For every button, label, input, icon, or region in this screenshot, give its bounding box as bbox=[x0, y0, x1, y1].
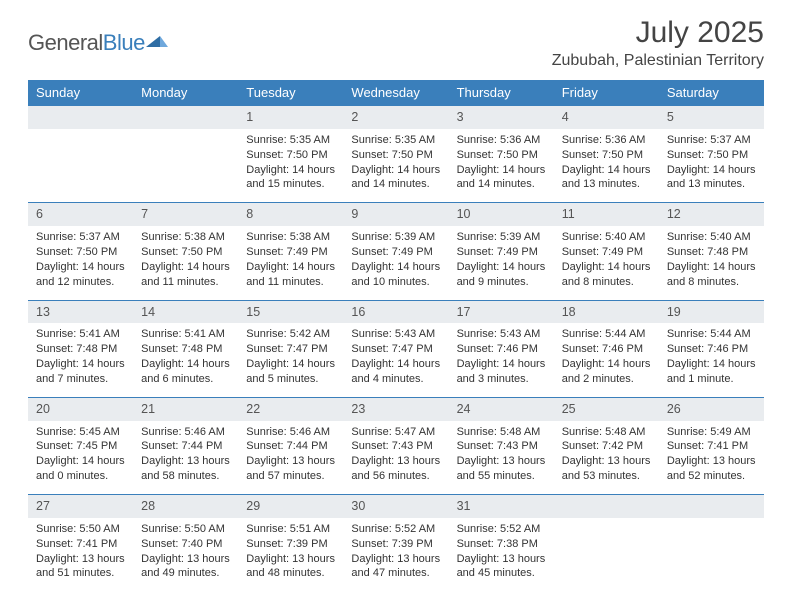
day-details: Sunrise: 5:46 AM Sunset: 7:44 PM Dayligh… bbox=[133, 421, 238, 495]
daynum-row: 13141516171819 bbox=[28, 300, 764, 323]
day-number bbox=[133, 106, 238, 129]
day-details: Sunrise: 5:42 AM Sunset: 7:47 PM Dayligh… bbox=[238, 323, 343, 397]
day-details: Sunrise: 5:36 AM Sunset: 7:50 PM Dayligh… bbox=[449, 129, 554, 203]
logo-text: GeneralBlue bbox=[28, 30, 145, 56]
day-header: Friday bbox=[554, 80, 659, 106]
day-number: 23 bbox=[343, 397, 448, 420]
day-number: 5 bbox=[659, 106, 764, 129]
day-details: Sunrise: 5:45 AM Sunset: 7:45 PM Dayligh… bbox=[28, 421, 133, 495]
day-number: 19 bbox=[659, 300, 764, 323]
day-header: Wednesday bbox=[343, 80, 448, 106]
title-block: July 2025 Zububah, Palestinian Territory bbox=[552, 16, 764, 70]
detail-row: Sunrise: 5:41 AM Sunset: 7:48 PM Dayligh… bbox=[28, 323, 764, 397]
day-number: 11 bbox=[554, 203, 659, 226]
day-details: Sunrise: 5:38 AM Sunset: 7:49 PM Dayligh… bbox=[238, 226, 343, 300]
day-details: Sunrise: 5:35 AM Sunset: 7:50 PM Dayligh… bbox=[343, 129, 448, 203]
day-number: 21 bbox=[133, 397, 238, 420]
logo-part2: Blue bbox=[103, 30, 145, 55]
day-details: Sunrise: 5:38 AM Sunset: 7:50 PM Dayligh… bbox=[133, 226, 238, 300]
day-number: 7 bbox=[133, 203, 238, 226]
day-number bbox=[659, 495, 764, 518]
day-number: 13 bbox=[28, 300, 133, 323]
day-number: 24 bbox=[449, 397, 554, 420]
day-number: 6 bbox=[28, 203, 133, 226]
day-details: Sunrise: 5:40 AM Sunset: 7:48 PM Dayligh… bbox=[659, 226, 764, 300]
day-number: 26 bbox=[659, 397, 764, 420]
day-number bbox=[28, 106, 133, 129]
page-title: July 2025 bbox=[552, 16, 764, 50]
day-header: Saturday bbox=[659, 80, 764, 106]
day-details: Sunrise: 5:39 AM Sunset: 7:49 PM Dayligh… bbox=[449, 226, 554, 300]
day-number: 25 bbox=[554, 397, 659, 420]
daynum-row: 2728293031 bbox=[28, 495, 764, 518]
day-number: 4 bbox=[554, 106, 659, 129]
day-number: 30 bbox=[343, 495, 448, 518]
logo-part1: General bbox=[28, 30, 103, 55]
daynum-row: 20212223242526 bbox=[28, 397, 764, 420]
day-details: Sunrise: 5:41 AM Sunset: 7:48 PM Dayligh… bbox=[133, 323, 238, 397]
day-number: 31 bbox=[449, 495, 554, 518]
day-details: Sunrise: 5:43 AM Sunset: 7:47 PM Dayligh… bbox=[343, 323, 448, 397]
day-header-row: Sunday Monday Tuesday Wednesday Thursday… bbox=[28, 80, 764, 106]
day-details: Sunrise: 5:41 AM Sunset: 7:48 PM Dayligh… bbox=[28, 323, 133, 397]
logo-triangle-icon bbox=[146, 33, 168, 47]
day-number: 22 bbox=[238, 397, 343, 420]
day-details: Sunrise: 5:50 AM Sunset: 7:41 PM Dayligh… bbox=[28, 518, 133, 591]
calendar-table: Sunday Monday Tuesday Wednesday Thursday… bbox=[28, 80, 764, 591]
location-label: Zububah, Palestinian Territory bbox=[552, 52, 764, 70]
day-details: Sunrise: 5:36 AM Sunset: 7:50 PM Dayligh… bbox=[554, 129, 659, 203]
day-details: Sunrise: 5:48 AM Sunset: 7:43 PM Dayligh… bbox=[449, 421, 554, 495]
day-header: Monday bbox=[133, 80, 238, 106]
day-details: Sunrise: 5:40 AM Sunset: 7:49 PM Dayligh… bbox=[554, 226, 659, 300]
detail-row: Sunrise: 5:37 AM Sunset: 7:50 PM Dayligh… bbox=[28, 226, 764, 300]
day-number: 1 bbox=[238, 106, 343, 129]
day-details: Sunrise: 5:48 AM Sunset: 7:42 PM Dayligh… bbox=[554, 421, 659, 495]
day-number: 29 bbox=[238, 495, 343, 518]
day-number bbox=[554, 495, 659, 518]
day-details: Sunrise: 5:50 AM Sunset: 7:40 PM Dayligh… bbox=[133, 518, 238, 591]
day-number: 18 bbox=[554, 300, 659, 323]
daynum-row: 6789101112 bbox=[28, 203, 764, 226]
day-details: Sunrise: 5:52 AM Sunset: 7:39 PM Dayligh… bbox=[343, 518, 448, 591]
day-header: Tuesday bbox=[238, 80, 343, 106]
day-number: 10 bbox=[449, 203, 554, 226]
day-number: 27 bbox=[28, 495, 133, 518]
day-details: Sunrise: 5:46 AM Sunset: 7:44 PM Dayligh… bbox=[238, 421, 343, 495]
detail-row: Sunrise: 5:45 AM Sunset: 7:45 PM Dayligh… bbox=[28, 421, 764, 495]
day-details: Sunrise: 5:35 AM Sunset: 7:50 PM Dayligh… bbox=[238, 129, 343, 203]
day-details bbox=[659, 518, 764, 591]
day-details: Sunrise: 5:39 AM Sunset: 7:49 PM Dayligh… bbox=[343, 226, 448, 300]
day-details: Sunrise: 5:44 AM Sunset: 7:46 PM Dayligh… bbox=[554, 323, 659, 397]
calendar-page: GeneralBlue July 2025 Zububah, Palestini… bbox=[0, 0, 792, 607]
detail-row: Sunrise: 5:50 AM Sunset: 7:41 PM Dayligh… bbox=[28, 518, 764, 591]
day-number: 8 bbox=[238, 203, 343, 226]
day-details: Sunrise: 5:47 AM Sunset: 7:43 PM Dayligh… bbox=[343, 421, 448, 495]
day-details: Sunrise: 5:51 AM Sunset: 7:39 PM Dayligh… bbox=[238, 518, 343, 591]
day-details: Sunrise: 5:43 AM Sunset: 7:46 PM Dayligh… bbox=[449, 323, 554, 397]
detail-row: Sunrise: 5:35 AM Sunset: 7:50 PM Dayligh… bbox=[28, 129, 764, 203]
day-details: Sunrise: 5:37 AM Sunset: 7:50 PM Dayligh… bbox=[659, 129, 764, 203]
day-number: 9 bbox=[343, 203, 448, 226]
logo: GeneralBlue bbox=[28, 30, 168, 56]
day-details bbox=[28, 129, 133, 203]
day-number: 3 bbox=[449, 106, 554, 129]
day-header: Sunday bbox=[28, 80, 133, 106]
day-details bbox=[133, 129, 238, 203]
day-number: 12 bbox=[659, 203, 764, 226]
day-details: Sunrise: 5:52 AM Sunset: 7:38 PM Dayligh… bbox=[449, 518, 554, 591]
day-number: 2 bbox=[343, 106, 448, 129]
day-number: 17 bbox=[449, 300, 554, 323]
day-number: 20 bbox=[28, 397, 133, 420]
day-details: Sunrise: 5:49 AM Sunset: 7:41 PM Dayligh… bbox=[659, 421, 764, 495]
day-header: Thursday bbox=[449, 80, 554, 106]
day-number: 28 bbox=[133, 495, 238, 518]
day-details bbox=[554, 518, 659, 591]
header: GeneralBlue July 2025 Zububah, Palestini… bbox=[28, 16, 764, 70]
daynum-row: 12345 bbox=[28, 106, 764, 129]
day-number: 16 bbox=[343, 300, 448, 323]
day-details: Sunrise: 5:44 AM Sunset: 7:46 PM Dayligh… bbox=[659, 323, 764, 397]
day-number: 14 bbox=[133, 300, 238, 323]
day-number: 15 bbox=[238, 300, 343, 323]
day-details: Sunrise: 5:37 AM Sunset: 7:50 PM Dayligh… bbox=[28, 226, 133, 300]
